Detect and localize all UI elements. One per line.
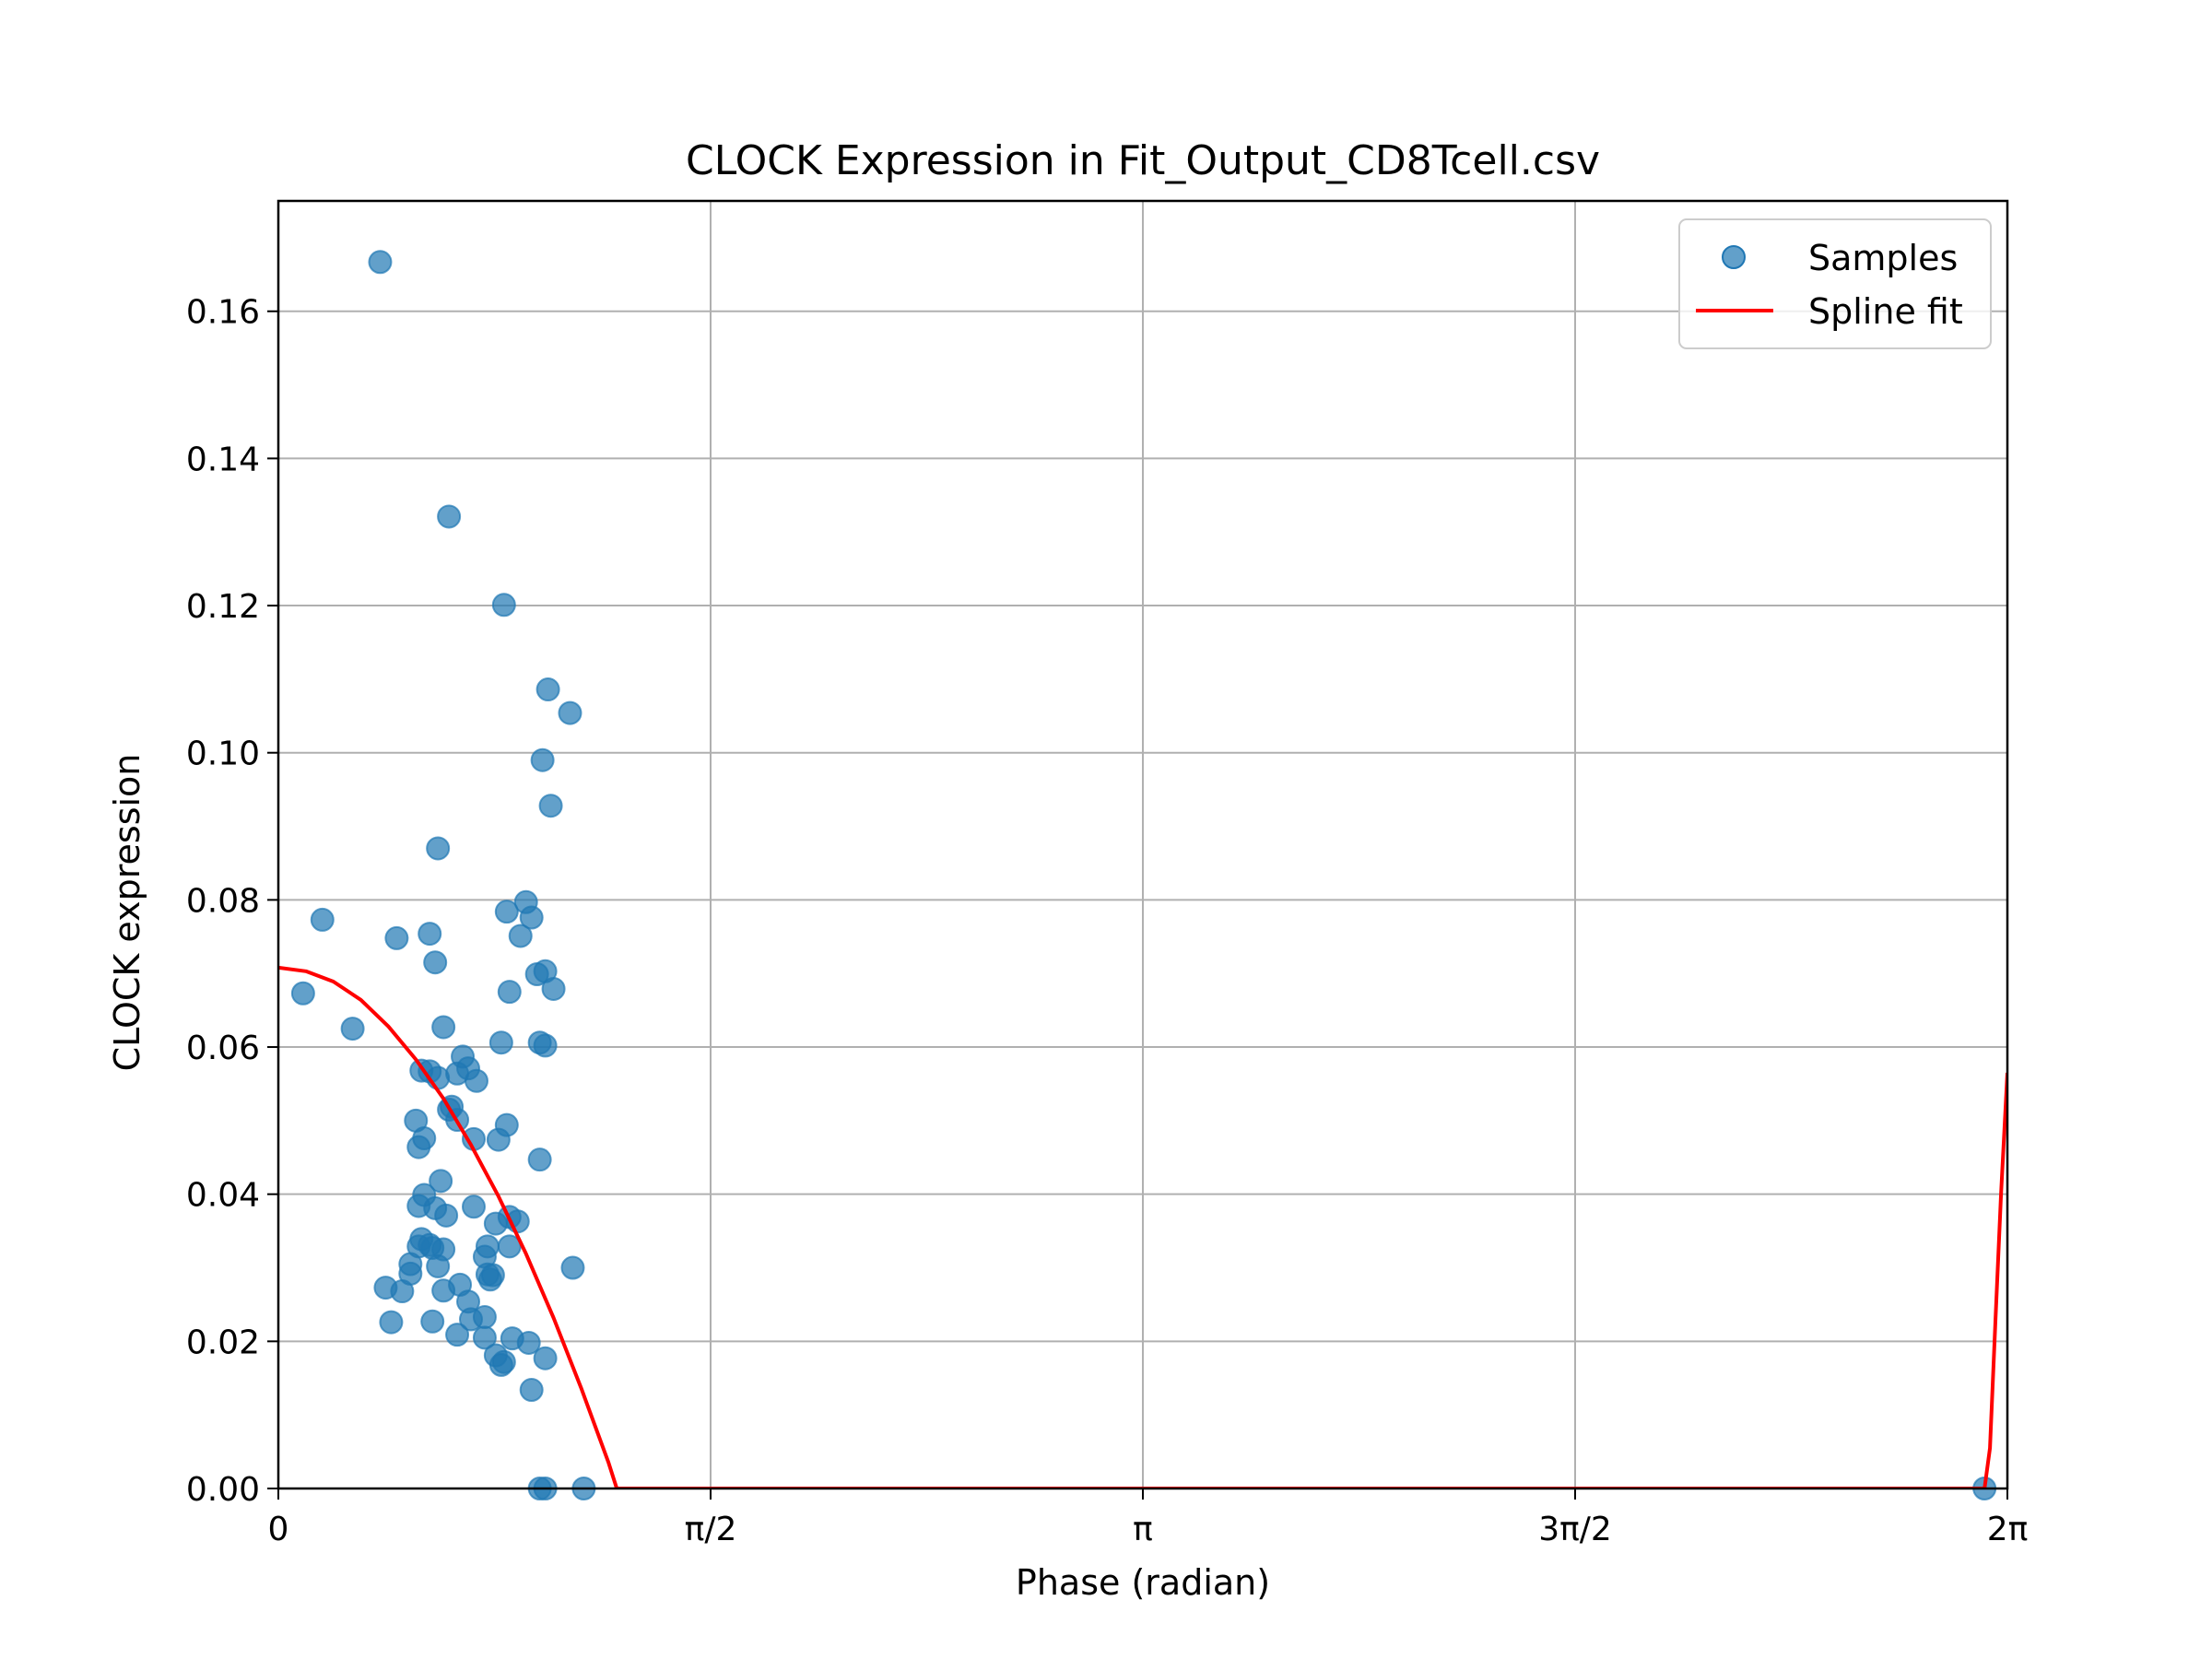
y-tick-label: 0.08: [186, 882, 260, 920]
sample-point: [488, 1352, 513, 1377]
sample-point: [406, 1194, 431, 1218]
legend-box: [1678, 218, 1992, 349]
sample-point: [437, 504, 462, 529]
sample-point: [497, 980, 522, 1005]
sample-point: [418, 922, 442, 947]
sample-point: [445, 1323, 470, 1347]
sample-point: [404, 1108, 429, 1133]
sample-point: [488, 1030, 513, 1055]
sample-point: [456, 1289, 481, 1314]
sample-point: [533, 1346, 558, 1371]
legend: Samples Spline fit: [1678, 218, 1992, 349]
legend-label-samples: Samples: [1808, 238, 1958, 278]
sample-point: [384, 925, 409, 950]
grid-lines: [277, 201, 2008, 1489]
y-tick-label: 0.12: [186, 588, 260, 626]
sample-point: [524, 961, 549, 986]
y-tick-label: 0.02: [186, 1324, 260, 1361]
sample-point: [538, 794, 563, 818]
y-ticks: 0.00 0.02 0.04 0.06 0.08 0.10 0.12 0.14 0.16: [186, 294, 278, 1509]
sample-point: [560, 1255, 585, 1280]
y-tick-label: 0.14: [186, 441, 260, 478]
sample-point: [494, 900, 519, 924]
sample-point: [541, 976, 566, 1001]
sample-point: [310, 907, 335, 932]
x-ticks: 0 π/2 π 3π/2 2π: [268, 1488, 2029, 1548]
chart-title: CLOCK Expression in Fit_Output_CD8Tcell.…: [686, 137, 1600, 184]
sample-point: [530, 747, 555, 772]
sample-point: [527, 1147, 552, 1172]
sample-point: [445, 1061, 470, 1086]
sample-point: [373, 1276, 398, 1300]
sample-point: [368, 250, 393, 275]
y-axis-label: CLOCK expression: [107, 754, 147, 1072]
sample-point: [527, 1030, 552, 1055]
sample-point: [431, 1015, 456, 1040]
legend-marker-samples: [1722, 245, 1746, 269]
sample-point: [513, 889, 538, 914]
sample-point: [426, 836, 451, 861]
sample-point: [379, 1310, 404, 1335]
sample-point: [519, 1378, 544, 1403]
x-axis-label: Phase (radian): [1016, 1562, 1270, 1603]
sample-point: [558, 700, 582, 725]
sample-point: [472, 1325, 497, 1350]
sample-point: [475, 1262, 500, 1287]
y-tick-label: 0.16: [186, 294, 260, 332]
sample-point: [420, 1235, 445, 1260]
x-tick-label: π/2: [685, 1511, 737, 1548]
sample-point: [290, 981, 315, 1006]
y-tick-label: 0.04: [186, 1177, 260, 1215]
sample-point: [423, 950, 448, 975]
x-tick-label: 2π: [1987, 1511, 2029, 1548]
sample-point: [508, 924, 533, 948]
legend-label-spline: Spline fit: [1808, 291, 1963, 332]
spline-fit-line: [278, 965, 2007, 1488]
x-tick-label: π: [1133, 1511, 1153, 1548]
x-tick-label: 3π/2: [1538, 1511, 1612, 1548]
sample-point: [461, 1194, 486, 1219]
sample-point: [429, 1169, 453, 1194]
y-tick-label: 0.00: [186, 1471, 260, 1509]
x-tick-label: 0: [268, 1511, 289, 1548]
sample-point: [340, 1017, 365, 1041]
y-tick-label: 0.10: [186, 735, 260, 773]
sample-point: [398, 1261, 423, 1286]
y-tick-label: 0.06: [186, 1030, 260, 1067]
sample-point: [491, 593, 516, 618]
sample-point: [472, 1304, 497, 1329]
sample-point: [500, 1326, 524, 1351]
sample-point: [535, 677, 560, 702]
sample-point: [406, 1135, 431, 1159]
sample-point: [420, 1309, 445, 1334]
sample-point: [494, 1112, 519, 1137]
